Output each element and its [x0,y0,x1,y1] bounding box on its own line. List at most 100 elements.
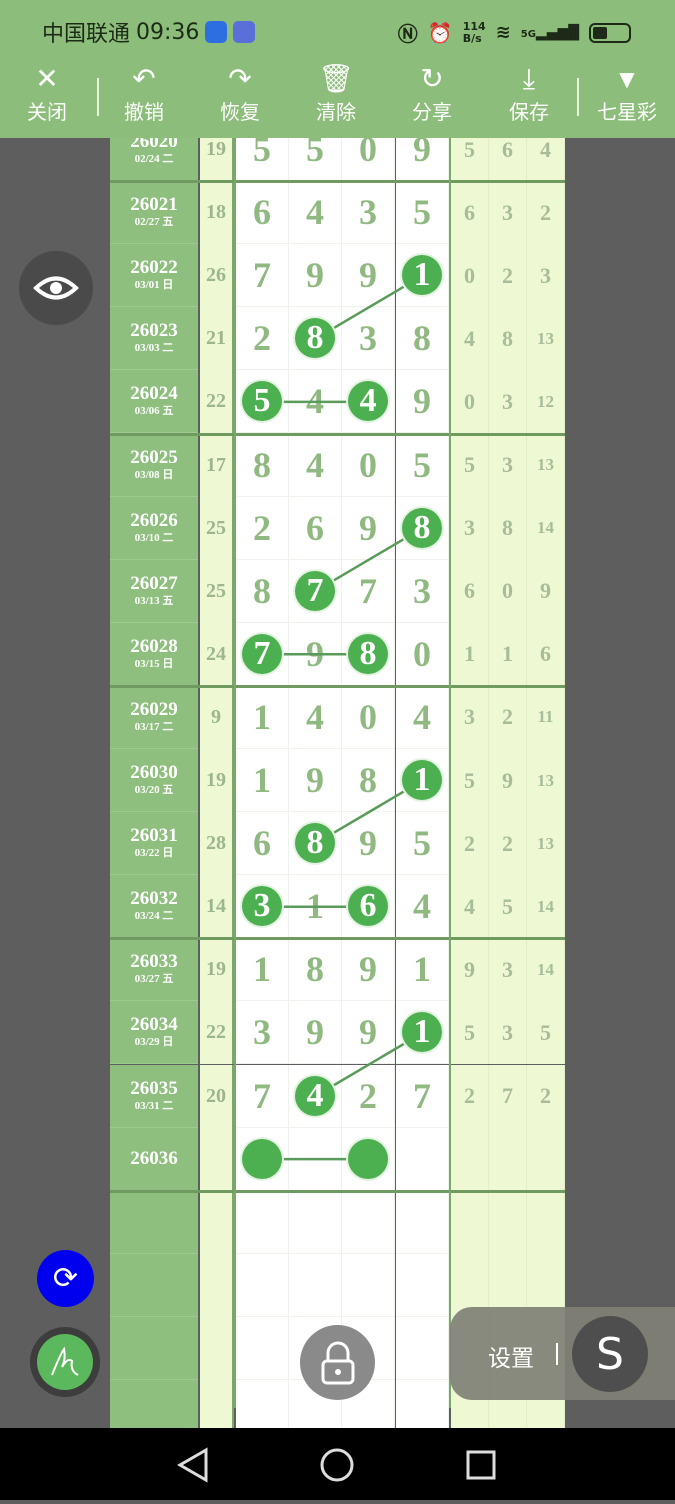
digit-cell[interactable]: 2 [236,307,289,371]
digit-cell[interactable]: 6 [342,875,395,939]
digit-cell[interactable]: 3 [236,1001,289,1065]
marked-digit[interactable]: 7 [295,570,335,611]
digit-cell[interactable]: 5 [396,812,449,876]
marked-digit[interactable]: 8 [402,507,442,548]
digit-cell[interactable]: 8 [342,622,395,686]
settings-button[interactable]: 设置 [488,1346,534,1372]
toolbar-close-button[interactable]: ✕ 关闭 [7,62,87,125]
digit-cell[interactable]: 3 [342,307,395,371]
digit-cell[interactable]: 1 [396,244,449,308]
digit-cell[interactable] [396,1253,449,1317]
digit-cell[interactable]: 1 [289,875,342,939]
draw-button[interactable] [30,1327,100,1397]
digit-cell[interactable]: 8 [342,749,395,812]
digit-cell[interactable]: 9 [396,138,449,181]
digit-cell[interactable]: 6 [289,496,342,560]
digit-cell[interactable]: 7 [236,622,289,686]
digit-cell[interactable]: 4 [289,433,342,497]
marked-digit[interactable] [348,1138,388,1179]
digit-cell[interactable]: 7 [396,1064,449,1128]
digit-cell[interactable]: 0 [342,685,395,749]
marked-digit[interactable]: 1 [402,255,442,296]
digit-cell[interactable]: 9 [342,1001,395,1065]
digit-cell[interactable]: 1 [236,685,289,749]
digit-cell[interactable]: 9 [289,1001,342,1065]
digit-cell[interactable]: 3 [396,559,449,623]
digit-cell[interactable] [236,1316,289,1380]
toolbar-dropdown-triangle-button[interactable]: ▼ 七星彩 [587,62,667,125]
digit-cell[interactable]: 5 [396,181,449,245]
digit-cell[interactable]: 8 [396,307,449,371]
digit-cell[interactable]: 5 [236,138,289,181]
digit-cell[interactable] [236,1190,289,1254]
digit-cell[interactable]: 3 [342,181,395,245]
marked-digit[interactable]: 1 [402,760,442,800]
eye-toggle-button[interactable] [19,251,93,325]
digit-cell[interactable]: 8 [396,496,449,560]
digit-cell[interactable] [396,1127,449,1191]
digit-cell[interactable]: 9 [342,244,395,308]
refresh-button[interactable]: ⟳ [37,1250,94,1307]
digit-cell[interactable]: 9 [289,749,342,812]
digit-cell[interactable] [236,1380,289,1428]
digit-cell[interactable]: 9 [396,370,449,434]
marked-digit[interactable]: 4 [295,1075,335,1116]
digit-cell[interactable]: 8 [289,307,342,371]
digit-cell[interactable]: 4 [396,685,449,749]
digit-cell[interactable]: 9 [342,812,395,876]
digit-cell[interactable]: 0 [342,433,395,497]
recents-icon[interactable] [466,1450,496,1480]
digit-cell[interactable]: 5 [289,138,342,181]
toolbar-redo-button[interactable]: ↷ 恢复 [200,62,280,125]
home-icon[interactable] [320,1448,354,1482]
digit-cell[interactable]: 1 [236,749,289,812]
s-menu-button[interactable]: S [572,1316,648,1392]
digit-cell[interactable]: 4 [289,685,342,749]
digit-cell[interactable]: 0 [342,138,395,181]
digit-cell[interactable]: 7 [289,559,342,623]
digit-cell[interactable] [342,1253,395,1317]
digit-cell[interactable]: 9 [342,938,395,1002]
digit-cell[interactable]: 2 [236,496,289,560]
marked-digit[interactable]: 3 [242,886,282,927]
digit-cell[interactable]: 1 [396,749,449,812]
digit-cell[interactable]: 3 [236,875,289,939]
digit-cell[interactable]: 4 [342,370,395,434]
digit-cell[interactable]: 8 [236,559,289,623]
digit-cell[interactable] [342,1127,395,1191]
digit-cell[interactable] [289,1253,342,1317]
digit-cell[interactable]: 5 [396,433,449,497]
marked-digit[interactable]: 8 [348,633,388,674]
digit-cell[interactable] [342,1190,395,1254]
digit-cell[interactable]: 9 [342,496,395,560]
digit-cell[interactable]: 7 [236,244,289,308]
digit-cell[interactable] [396,1316,449,1380]
digit-cell[interactable] [236,1253,289,1317]
digit-cell[interactable]: 4 [289,181,342,245]
toolbar-share-button[interactable]: ↻ 分享 [392,62,472,125]
marked-digit[interactable]: 4 [348,381,388,422]
digit-cell[interactable]: 8 [289,812,342,876]
marked-digit[interactable]: 8 [295,318,335,359]
toolbar-download-button[interactable]: ⤓ 保存 [489,62,569,125]
digit-cell[interactable]: 7 [236,1064,289,1128]
digit-cell[interactable]: 9 [289,244,342,308]
lock-button[interactable] [300,1325,375,1400]
marked-digit[interactable]: 7 [242,633,282,674]
digit-cell[interactable] [289,1190,342,1254]
digit-cell[interactable]: 8 [289,938,342,1002]
digit-cell[interactable]: 4 [289,370,342,434]
marked-digit[interactable]: 1 [402,1012,442,1053]
digit-cell[interactable]: 0 [396,622,449,686]
lottery-trend-table[interactable]: 26020 02/24 二 19 5 5 0 9 5 6 4 26021 02/27 五 18 6 4 3 5 6… [110,138,565,1428]
back-icon[interactable] [176,1447,208,1483]
digit-cell[interactable]: 7 [342,559,395,623]
digit-cell[interactable] [396,1190,449,1254]
digit-cell[interactable]: 1 [396,1001,449,1065]
digit-cell[interactable] [236,1127,289,1191]
digit-cell[interactable]: 4 [396,875,449,939]
digit-cell[interactable]: 9 [289,622,342,686]
digit-cell[interactable]: 6 [236,812,289,876]
toolbar-trash-button[interactable]: 🗑 清除 [296,62,376,125]
digit-cell[interactable] [289,1127,342,1191]
